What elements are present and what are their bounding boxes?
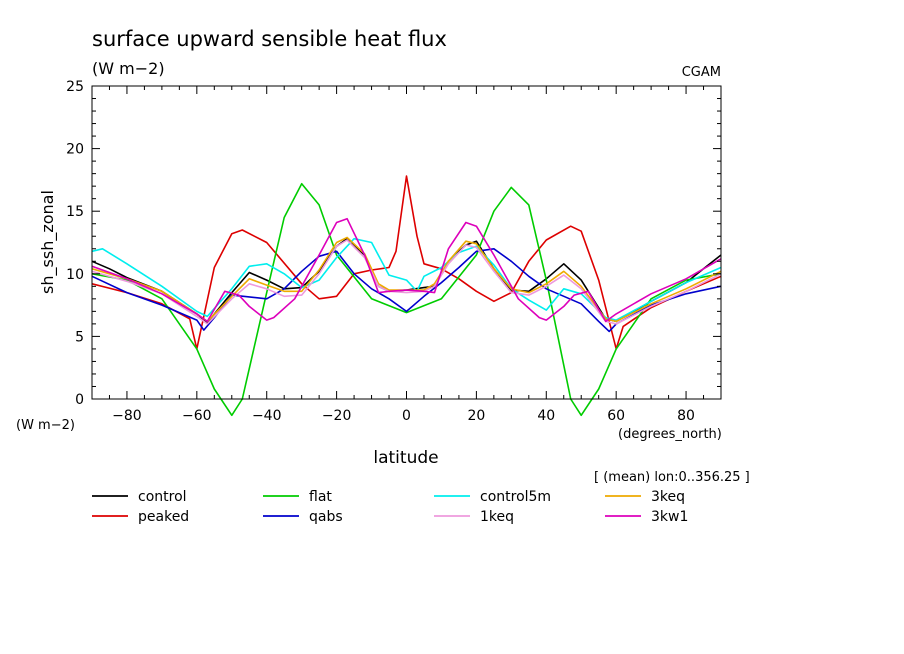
series-line-flat xyxy=(92,182,721,417)
y-axis-label: sh_ssh_zonal xyxy=(38,190,58,294)
legend-label-flat: flat xyxy=(309,489,332,505)
legend-label-peaked: peaked xyxy=(138,509,189,525)
subset-note: [ (mean) lon:0..356.25 ] xyxy=(594,470,750,485)
y-tick-label: 25 xyxy=(66,79,84,95)
x-tick-label: 40 xyxy=(537,408,555,424)
y-tick-label: 0 xyxy=(75,392,84,408)
y-tick-label: 15 xyxy=(66,204,84,220)
series-line-3kw1 xyxy=(92,217,721,323)
chart-source: CGAM xyxy=(682,65,721,80)
legend-label-1keq: 1keq xyxy=(480,509,514,525)
y-tick-label: 10 xyxy=(66,267,84,283)
y-tick-label: 20 xyxy=(66,142,84,158)
y-units-label: (W m−2) xyxy=(16,418,75,433)
x-tick-label: 60 xyxy=(607,408,625,424)
legend-label-3kw1: 3kw1 xyxy=(651,509,688,525)
x-units-label: (degrees_north) xyxy=(618,427,722,442)
x-tick-label: 20 xyxy=(467,408,485,424)
x-tick-label: 80 xyxy=(677,408,695,424)
x-tick-label: −40 xyxy=(252,408,282,424)
y-tick-label: 5 xyxy=(75,329,84,345)
x-tick-label: −60 xyxy=(182,408,212,424)
x-tick-label: 0 xyxy=(402,408,411,424)
legend-label-control: control xyxy=(138,489,187,505)
x-axis-label: latitude xyxy=(373,448,438,468)
x-tick-label: −20 xyxy=(322,408,352,424)
plot-frame xyxy=(91,85,722,400)
series-line-1keq xyxy=(92,239,721,325)
legend-label-qabs: qabs xyxy=(309,509,343,525)
chart-units: (W m−2) xyxy=(92,59,165,78)
legend-label-control5m: control5m xyxy=(480,489,551,505)
chart-title: surface upward sensible heat flux xyxy=(92,27,447,51)
series-line-peaked xyxy=(92,175,721,350)
x-tick-label: −80 xyxy=(112,408,142,424)
legend-label-3keq: 3keq xyxy=(651,489,685,505)
